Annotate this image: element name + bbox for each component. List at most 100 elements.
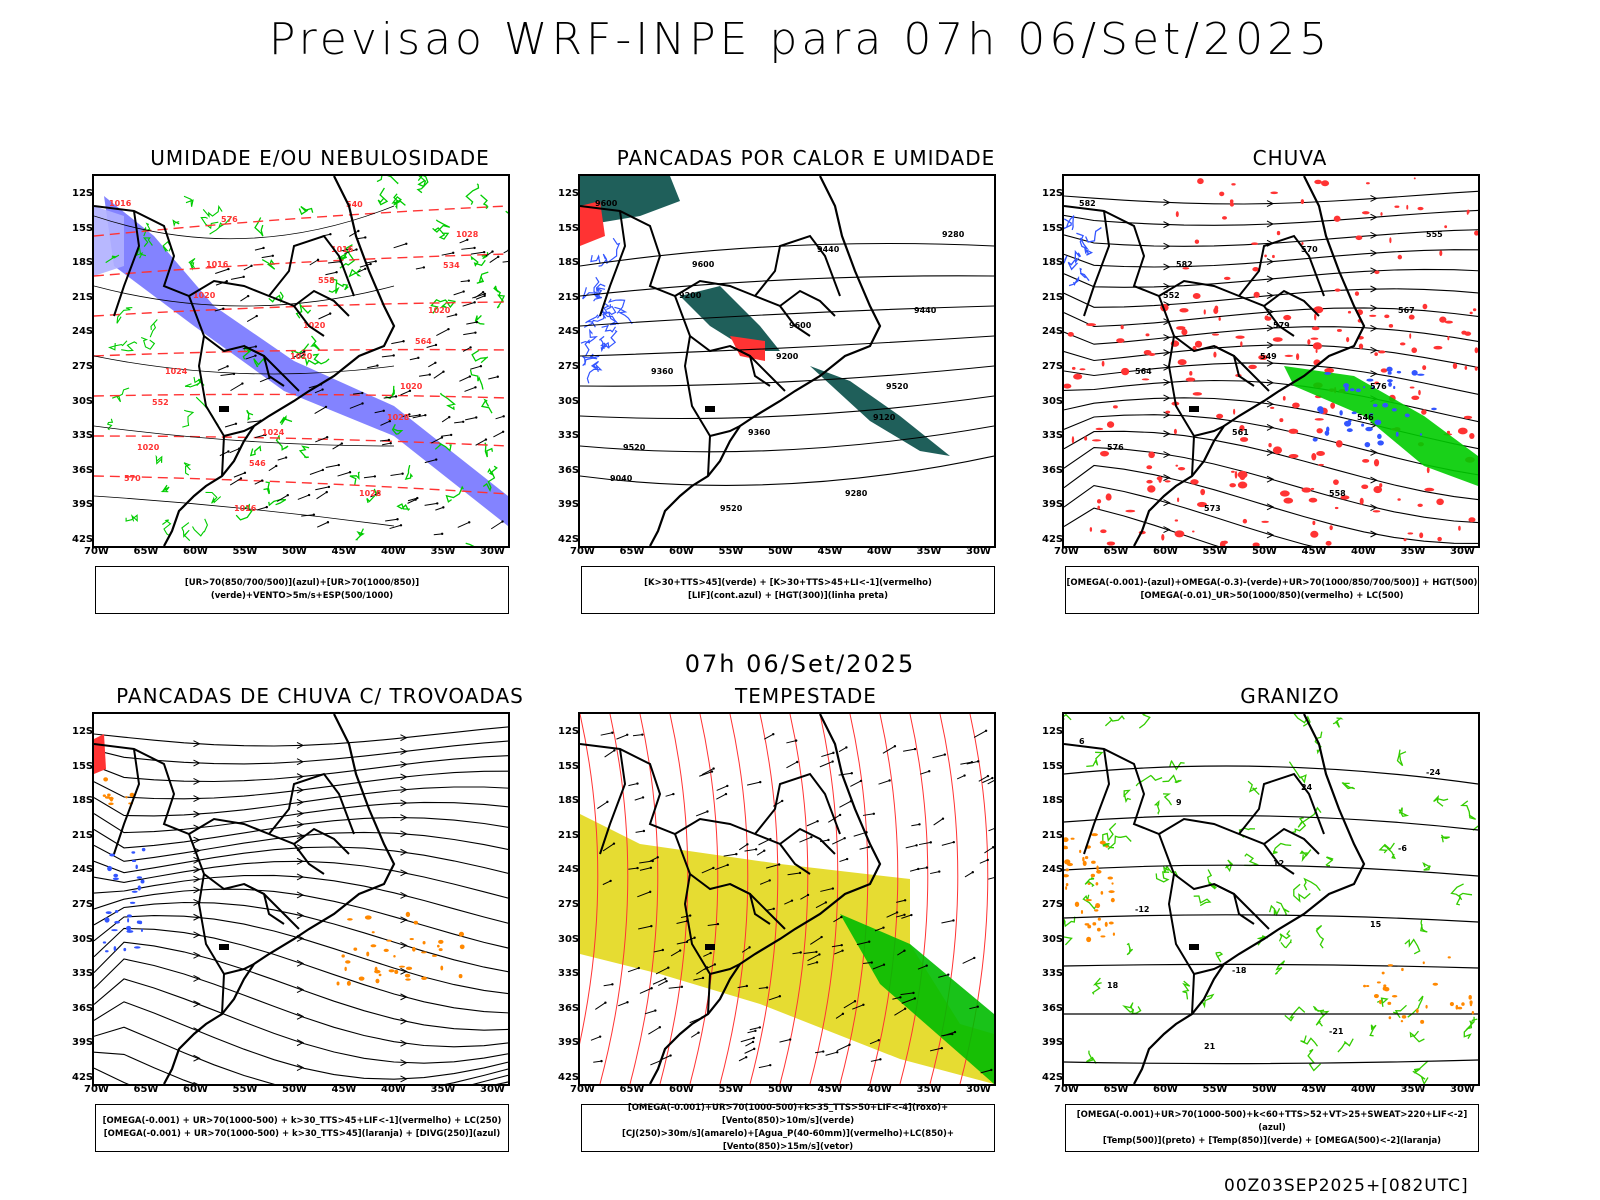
lon-tick-label: 70W bbox=[84, 546, 109, 557]
lon-tick-label: 50W bbox=[282, 546, 307, 557]
contour-label: -6 bbox=[1398, 844, 1407, 853]
map-plot: 582 582 579 576 576 573 570 567 564 561 558 555 552 5… bbox=[1062, 174, 1480, 548]
lon-tick-label: 40W bbox=[867, 546, 892, 557]
panel-legend: [UR>70(850/700/500)](azul)+[UR>70(1000/8… bbox=[95, 566, 509, 614]
lat-tick-label: 39S bbox=[72, 1037, 94, 1049]
lon-tick-label: 40W bbox=[1351, 1084, 1376, 1095]
lat-tick-label: 39S bbox=[1042, 1037, 1064, 1049]
contour-label: 9440 bbox=[914, 306, 937, 315]
panel-title: GRANIZO bbox=[1240, 684, 1340, 708]
contour-label: 534 bbox=[443, 261, 460, 270]
lat-tick-label: 27S bbox=[72, 361, 94, 372]
lon-tick-label: 60W bbox=[1153, 546, 1178, 557]
map-canvas: 582 582 579 576 576 573 570 567 564 561 558 555 552 5… bbox=[1064, 176, 1478, 546]
lon-tick-label: 65W bbox=[133, 1084, 159, 1095]
contour-label: 549 bbox=[1260, 352, 1277, 361]
lon-tick-label: 30W bbox=[480, 1084, 505, 1095]
lat-tick-label: 33S bbox=[1042, 968, 1064, 980]
map-plot bbox=[92, 712, 510, 1086]
lat-tick-label: 27S bbox=[1042, 899, 1064, 910]
lon-tick-label: 50W bbox=[768, 1084, 793, 1095]
lon-tick-label: 55W bbox=[232, 1084, 258, 1095]
lat-tick-label: 42S bbox=[1042, 534, 1064, 545]
lat-tick-label: 18S bbox=[558, 257, 580, 269]
lon-tick-label: 45W bbox=[1301, 1084, 1327, 1095]
lon-tick-label: 30W bbox=[966, 546, 991, 557]
lat-tick-label: 24S bbox=[72, 326, 94, 338]
lat-tick-label: 21S bbox=[72, 291, 94, 303]
lat-tick-label: 24S bbox=[1042, 326, 1064, 338]
panel-legend: [OMEGA(-0.001)+UR>70(1000-500)+k<60+TTS>… bbox=[1065, 1104, 1479, 1152]
lon-tick-label: 40W bbox=[1351, 546, 1376, 557]
lat-tick-label: 18S bbox=[1042, 257, 1064, 269]
lon-tick-label: 35W bbox=[430, 546, 456, 557]
contour-label: 1024 bbox=[165, 367, 188, 376]
lat-tick-label: 21S bbox=[558, 829, 580, 841]
lat-tick-label: 36S bbox=[72, 464, 94, 476]
lon-tick-label: 70W bbox=[570, 546, 595, 557]
contour-label: 561 bbox=[1232, 428, 1249, 437]
lat-tick-label: 30S bbox=[558, 933, 580, 945]
legend-line: [Temp(500)](preto) + [Temp(850)](verde) … bbox=[1102, 1135, 1442, 1146]
contour-label: 1024 bbox=[262, 428, 285, 437]
contour-label: 576 bbox=[1370, 382, 1387, 391]
run-timestamp: 00Z03SEP2025+[082UTC] bbox=[1224, 1176, 1469, 1196]
contour-label: 9280 bbox=[845, 489, 868, 498]
lat-tick-label: 30S bbox=[1042, 395, 1064, 407]
lat-tick-label: 21S bbox=[1042, 829, 1064, 841]
lon-tick-label: 55W bbox=[718, 546, 744, 557]
lat-tick-label: 12S bbox=[72, 188, 94, 199]
contour-label: 9280 bbox=[942, 230, 965, 239]
panel-title: CHUVA bbox=[1252, 146, 1328, 170]
legend-line: [OMEGA(-0.001)-(azul)+OMEGA(-0.3)-(verde… bbox=[1066, 578, 1478, 588]
contour-label: 6 bbox=[1079, 737, 1085, 746]
lat-tick-label: 18S bbox=[72, 795, 94, 807]
legend-line: [OMEGA(-0.001)+UR>70(1000-500)+k>35_TTS>… bbox=[627, 1103, 949, 1126]
map-canvas bbox=[94, 714, 508, 1084]
legend-line: [OMEGA(-0.001)+UR>70(1000-500)+k<60+TTS>… bbox=[1076, 1109, 1468, 1133]
contour-label: 1020 bbox=[303, 321, 326, 330]
lat-tick-label: 15S bbox=[72, 222, 94, 234]
lat-tick-label: 42S bbox=[1042, 1072, 1064, 1083]
lat-tick-label: 33S bbox=[72, 968, 94, 980]
lon-tick-label: 70W bbox=[84, 1084, 109, 1095]
contour-label: 9600 bbox=[789, 321, 812, 330]
contour-label: 576 bbox=[221, 215, 238, 224]
legend-line: [CJ(250)>30m/s](amarelo)+[Agua_P(40-60mm… bbox=[621, 1129, 955, 1152]
contour-label: 1020 bbox=[193, 291, 216, 300]
lon-tick-label: 60W bbox=[183, 546, 208, 557]
panel-title: PANCADAS DE CHUVA C/ TROVOADAS bbox=[116, 684, 524, 708]
lat-tick-label: 21S bbox=[558, 291, 580, 303]
map-plot: 1016 1016 1020 1020 1020 1016 1016 1020 1024 1024… bbox=[92, 174, 510, 548]
contour-label: 1020 bbox=[137, 443, 160, 452]
map-plot: 6 9 12 15 18 21 24 -6 -12 -18 -21 -24 bbox=[1062, 712, 1480, 1086]
contour-label: 1016 bbox=[109, 199, 132, 208]
lat-tick-label: 15S bbox=[1042, 760, 1064, 772]
lon-tick-label: 35W bbox=[916, 1084, 942, 1095]
lat-tick-label: 27S bbox=[558, 361, 580, 372]
lon-tick-label: 60W bbox=[669, 1084, 694, 1095]
map-plot: 9600 9600 9600 9520 9520 9520 9440 9440 9360 9360… bbox=[578, 174, 996, 548]
lat-tick-label: 12S bbox=[1042, 188, 1064, 199]
lon-tick-label: 45W bbox=[331, 546, 357, 557]
map-panel-2: PANCADAS POR CALOR E UMIDADE 9600 9600 9600… bbox=[538, 146, 1038, 622]
lon-tick-label: 50W bbox=[1252, 546, 1277, 557]
lon-tick-label: 65W bbox=[133, 546, 159, 557]
contour-label: 582 bbox=[1176, 260, 1193, 269]
lat-tick-label: 42S bbox=[72, 534, 94, 545]
lon-tick-label: 50W bbox=[1252, 1084, 1277, 1095]
contour-label: 9040 bbox=[610, 474, 633, 483]
legend-line: [OMEGA(-0.001) + UR>70(1000-500) + k>30_… bbox=[103, 1129, 501, 1139]
lat-tick-label: 36S bbox=[558, 464, 580, 476]
contour-label: 540 bbox=[346, 200, 363, 209]
lat-tick-label: 15S bbox=[72, 760, 94, 772]
lat-tick-label: 42S bbox=[558, 534, 580, 545]
lat-tick-label: 24S bbox=[1042, 864, 1064, 876]
lon-tick-label: 65W bbox=[1103, 546, 1129, 557]
lat-tick-label: 15S bbox=[1042, 222, 1064, 234]
panel-legend: [K>30+TTS>45](verde) + [K>30+TTS>45+LI<-… bbox=[581, 566, 995, 614]
lat-tick-label: 36S bbox=[558, 1002, 580, 1014]
map-panel-1: UMIDADE E/OU NEBULOSIDADE 1016 1016 1020 102… bbox=[52, 146, 552, 622]
contour-label: 546 bbox=[1357, 413, 1374, 422]
lat-tick-label: 36S bbox=[72, 1002, 94, 1014]
